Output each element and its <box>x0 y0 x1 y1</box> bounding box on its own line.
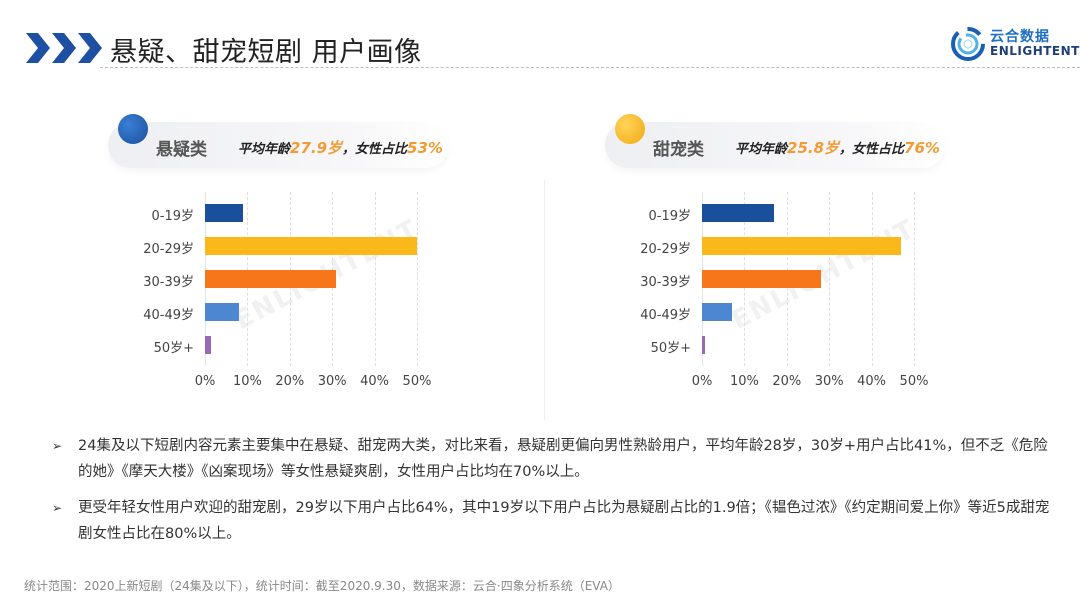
x-tick-label: 40% <box>857 374 887 389</box>
avg-age: 27.9岁 <box>290 139 343 157</box>
x-tick-label: 30% <box>814 374 844 389</box>
page-title: 悬疑、甜宠短剧 用户画像 <box>110 37 422 68</box>
x-tick-label: 10% <box>729 374 759 389</box>
x-tick-label: 0% <box>691 374 713 389</box>
x-tick-label: 10% <box>232 374 262 389</box>
gridline <box>871 192 873 366</box>
x-tick-label: 20% <box>772 374 802 389</box>
category-dot-icon <box>118 114 148 144</box>
summary-stats: 平均年龄25.8岁，女性占比76% <box>735 137 940 158</box>
bullet-arrow-icon: ➢ <box>52 439 63 453</box>
summary-pill <box>605 122 945 168</box>
summary-pill <box>108 122 448 168</box>
y-category-label: 0-19岁 <box>648 209 691 224</box>
header: 悬疑、甜宠短剧 用户画像 云合数据 ENLIGHTENT <box>0 0 1080 72</box>
x-tick-label: 20% <box>275 374 305 389</box>
y-category-label: 50岁+ <box>153 341 194 356</box>
female-ratio: 76% <box>904 139 940 157</box>
bullet-arrow-icon: ➢ <box>52 501 63 515</box>
female-ratio: 53% <box>407 139 443 157</box>
panel-romance: 甜宠类 平均年龄25.8岁，女性占比76% ENLIGHTENT 0% 10% 20%… <box>605 100 1075 390</box>
bullet-text: 更受年轻女性用户欢迎的甜宠剧，29岁以下用户占比64%，其中19岁以下用户占比为… <box>78 500 1050 542</box>
bar <box>702 336 706 354</box>
footer-source: 统计范围：2020上新短剧（24集及以下），统计时间：截至2020.9.30，数… <box>24 579 620 593</box>
bar <box>702 303 732 321</box>
stats-prefix: 平均年龄 <box>735 142 788 157</box>
logo-text-cn: 云合数据 <box>990 29 1050 45</box>
bar <box>702 270 821 288</box>
gridline <box>914 192 915 366</box>
category-label: 悬疑类 <box>156 140 207 160</box>
header-divider <box>100 67 1080 68</box>
bar <box>205 270 337 288</box>
y-category-label: 20-29岁 <box>143 242 194 257</box>
bar-chart: ENLIGHTENT 0% 10% 20% 30% 40% 50% 0-19岁 20-29岁 30… <box>605 190 1075 390</box>
x-tick-label: 50% <box>899 374 929 389</box>
gridline <box>374 192 376 366</box>
stats-prefix: 平均年龄 <box>238 142 291 157</box>
avg-age: 25.8岁 <box>787 139 840 157</box>
gridline <box>417 192 418 366</box>
y-category-label: 30-39岁 <box>640 275 691 290</box>
y-category-label: 20-29岁 <box>640 242 691 257</box>
x-tick-label: 40% <box>360 374 390 389</box>
category-dot-icon <box>615 114 645 144</box>
bullet-text: 24集及以下短剧内容元素主要集中在悬疑、甜宠两大类，对比来看，悬疑剧更偏向男性熟… <box>78 438 1048 480</box>
bar <box>205 204 244 222</box>
bar-chart: ENLIGHTENT 0% 10% 20% 30% 40% 50% 0-19岁 20-29岁 30… <box>108 190 578 390</box>
category-label: 甜宠类 <box>653 140 704 160</box>
y-category-label: 40-49岁 <box>143 308 194 323</box>
y-category-label: 40-49岁 <box>640 308 691 323</box>
bullet-list: ➢ 24集及以下短剧内容元素主要集中在悬疑、甜宠两大类，对比来看，悬疑剧更偏向男… <box>52 433 1052 557</box>
bar <box>205 303 239 321</box>
summary-stats: 平均年龄27.9岁，女性占比53% <box>238 137 443 158</box>
bullet-item: ➢ 24集及以下短剧内容元素主要集中在悬疑、甜宠两大类，对比来看，悬疑剧更偏向男… <box>52 433 1052 485</box>
gridline <box>829 192 831 366</box>
bar <box>205 336 212 354</box>
x-tick-label: 50% <box>402 374 432 389</box>
stats-mid: ，女性占比 <box>839 142 905 157</box>
chevrons-icon <box>26 33 102 63</box>
y-category-label: 50岁+ <box>650 341 691 356</box>
logo: 云合数据 ENLIGHTENT <box>950 24 1079 64</box>
panel-suspense: 悬疑类 平均年龄27.9岁，女性占比53% ENLIGHTENT 0% 10% 20%… <box>108 100 578 390</box>
bullet-item: ➢ 更受年轻女性用户欢迎的甜宠剧，29岁以下用户占比64%，其中19岁以下用户占… <box>52 495 1052 547</box>
y-category-label: 30-39岁 <box>143 275 194 290</box>
y-category-label: 0-19岁 <box>151 209 194 224</box>
logo-text-en: ENLIGHTENT <box>990 44 1080 58</box>
x-tick-label: 30% <box>317 374 347 389</box>
x-tick-label: 0% <box>194 374 216 389</box>
bar <box>702 204 775 222</box>
panel-divider <box>544 180 545 420</box>
bar <box>702 237 902 255</box>
logo-ring-icon <box>951 27 985 61</box>
stats-mid: ，女性占比 <box>342 142 408 157</box>
bar <box>205 237 417 255</box>
